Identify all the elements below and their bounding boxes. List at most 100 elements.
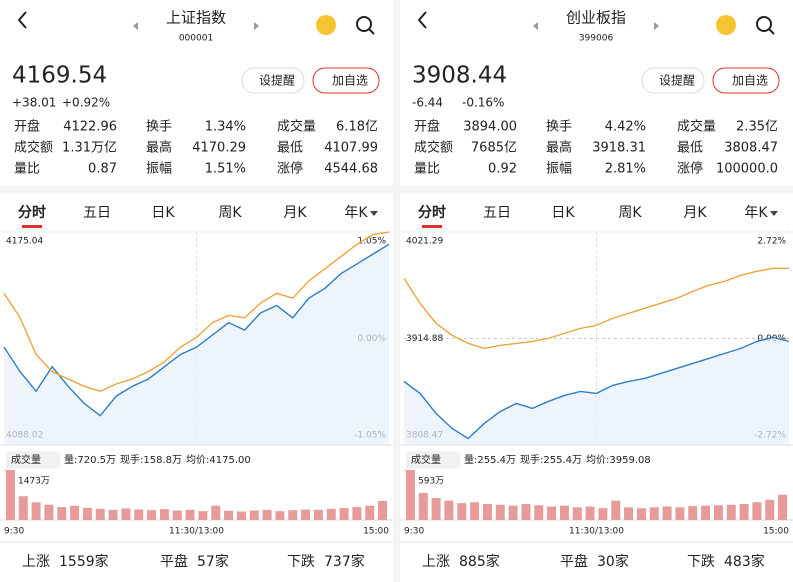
stat-label: 成交额 [414, 140, 453, 156]
tab[interactable]: 分时 [18, 204, 46, 221]
volume-bar [572, 507, 582, 520]
volume-bar [70, 505, 80, 520]
volume-bar [288, 510, 298, 520]
volume-bar [365, 505, 375, 520]
tab[interactable]: 年K [744, 205, 768, 221]
breadth-label: 平盘 [560, 553, 588, 570]
prev-arrow[interactable] [533, 22, 538, 30]
average-line [403, 267, 789, 350]
stat-value: 4107.99 [324, 141, 378, 156]
stat-label: 开盘 [414, 119, 440, 135]
volume-bar [198, 511, 208, 520]
breadth-count: 885家 [459, 553, 500, 570]
tab[interactable]: 五日 [483, 205, 511, 221]
stat-value: 4.42% [605, 120, 646, 135]
back-button[interactable] [17, 11, 27, 29]
volume-bar [326, 508, 336, 520]
button[interactable] [641, 67, 705, 94]
volume-bar [262, 509, 272, 520]
breadth-count: 1559家 [59, 553, 109, 570]
tab[interactable]: 月K [683, 205, 707, 221]
separator [400, 186, 793, 193]
divider [393, 0, 400, 582]
volume-bar [108, 509, 118, 520]
stat-label: 最高 [546, 140, 572, 156]
volume-bar [662, 506, 672, 520]
volume-info-item: 均价:3959.08 [586, 454, 651, 466]
stat-value: 4544.68 [324, 162, 378, 177]
breadth-count: 30家 [597, 553, 629, 570]
volume-bar [547, 506, 557, 520]
tab[interactable]: 分时 [418, 204, 446, 221]
back-button[interactable] [417, 11, 427, 29]
next-arrow[interactable] [254, 22, 259, 30]
stat-label: 成交量 [277, 119, 316, 135]
y-tick-label: 3914.88 [406, 334, 443, 344]
volume-bar [339, 508, 349, 520]
volume-bar [211, 505, 221, 520]
volume-info-item: 均价:4175.00 [186, 454, 251, 466]
separator [0, 186, 393, 193]
y2-tick-label: 2.72% [757, 237, 786, 247]
volume-bar [675, 507, 685, 520]
button[interactable] [712, 67, 780, 94]
breadth-label: 平盘 [160, 553, 188, 570]
prev-arrow[interactable] [133, 22, 138, 30]
button[interactable] [241, 67, 305, 94]
tab[interactable]: 周K [618, 205, 642, 221]
stat-label: 成交量 [677, 119, 716, 135]
volume-bar [765, 499, 775, 520]
volume-bar [534, 505, 544, 520]
time-label: 15:00 [763, 527, 789, 537]
dropdown-arrow [370, 211, 378, 216]
volume-bar [649, 507, 659, 520]
change: -6.44 [412, 96, 443, 110]
breadth-count: 483家 [724, 553, 765, 570]
y-tick-label: 4175.04 [6, 237, 43, 247]
tab[interactable]: 日K [151, 205, 175, 221]
volume-bar [457, 503, 467, 520]
stat-value: 4170.29 [192, 141, 246, 156]
tab[interactable]: 周K [218, 205, 242, 221]
stat-value: 6.18亿 [336, 120, 378, 135]
button-label: 加自选 [732, 74, 768, 88]
stat-value: 4122.96 [63, 120, 117, 135]
volume-selector[interactable] [406, 451, 460, 469]
volume-bar [624, 507, 634, 520]
breadth-count: 57家 [197, 553, 229, 570]
volume-bar [5, 470, 15, 520]
stat-value: 0.92 [488, 162, 517, 177]
price-line [3, 243, 390, 417]
search-icon[interactable] [756, 16, 772, 32]
tab-indicator [422, 225, 442, 228]
y-tick-label: 1473万 [18, 477, 50, 487]
volume-bar [701, 505, 711, 520]
mascot-icon[interactable] [316, 15, 336, 35]
title: 创业板指 [566, 9, 626, 27]
stat-value: 3918.31 [592, 141, 646, 156]
button[interactable] [312, 67, 380, 94]
stat-value: 2.81% [605, 162, 646, 177]
tab[interactable]: 月K [283, 205, 307, 221]
change-pct: +0.92% [62, 96, 110, 110]
mascot-icon[interactable] [716, 15, 736, 35]
time-label: 9:30 [4, 527, 24, 537]
volume-info-item: 量:720.5万 [64, 454, 116, 466]
tab[interactable]: 日K [551, 205, 575, 221]
volume-info-item: 量:255.4万 [464, 454, 516, 466]
search-icon[interactable] [356, 16, 372, 32]
tab[interactable]: 年K [344, 205, 368, 221]
tab[interactable]: 五日 [83, 205, 111, 221]
breadth-label: 下跌 [687, 554, 715, 570]
tab-indicator [22, 225, 42, 228]
breadth-label: 上涨 [22, 554, 50, 570]
volume-selector[interactable] [6, 451, 60, 469]
volume-bar [778, 494, 788, 520]
volume-bar [713, 505, 723, 520]
separator [0, 541, 393, 543]
volume-bar [57, 507, 67, 520]
next-arrow[interactable] [654, 22, 659, 30]
stat-value: 2.35亿 [736, 120, 778, 135]
volume-bar [611, 500, 621, 520]
volume-bar [236, 511, 246, 520]
